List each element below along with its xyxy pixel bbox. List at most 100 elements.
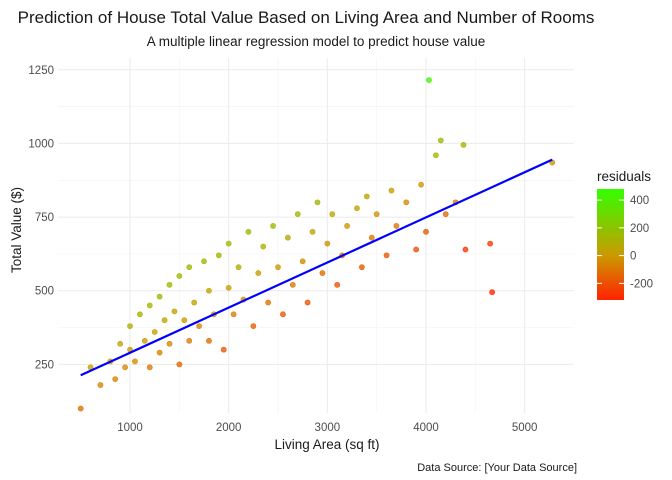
data-point bbox=[97, 382, 104, 388]
y-tick-label: 1000 bbox=[28, 138, 54, 150]
data-point bbox=[294, 211, 301, 218]
x-tick-label: 4000 bbox=[413, 422, 439, 434]
data-point bbox=[413, 246, 420, 253]
data-point bbox=[166, 340, 173, 347]
data-point bbox=[334, 281, 341, 288]
data-point bbox=[255, 270, 262, 276]
data-point bbox=[77, 405, 84, 412]
legend-tick-label: -200 bbox=[630, 278, 653, 290]
data-points bbox=[77, 77, 556, 412]
data-point bbox=[363, 193, 370, 200]
data-point bbox=[220, 346, 227, 353]
data-point bbox=[423, 228, 429, 235]
data-point bbox=[206, 287, 212, 294]
x-tick-label: 1000 bbox=[117, 422, 143, 434]
data-point bbox=[156, 293, 163, 300]
data-point bbox=[284, 234, 291, 241]
x-tick-label: 5000 bbox=[512, 422, 538, 434]
residuals-legend: residuals 400 200 0 -200 bbox=[597, 169, 653, 300]
data-point bbox=[260, 243, 267, 250]
data-point bbox=[309, 228, 316, 235]
data-point bbox=[196, 323, 202, 329]
data-point bbox=[403, 199, 410, 206]
data-point bbox=[270, 223, 276, 229]
data-point bbox=[265, 299, 272, 306]
x-tick-label: 2000 bbox=[216, 422, 242, 434]
grid-lines bbox=[58, 58, 574, 413]
data-point bbox=[171, 308, 178, 315]
legend-title: residuals bbox=[597, 169, 651, 184]
data-point bbox=[462, 246, 469, 253]
data-point bbox=[289, 281, 296, 288]
data-point bbox=[176, 361, 183, 368]
data-point bbox=[354, 205, 360, 212]
data-point bbox=[314, 199, 321, 206]
chart-subtitle: A multiple linear regression model to pr… bbox=[147, 34, 485, 49]
data-point bbox=[186, 264, 193, 271]
chart-title: Prediction of House Total Value Based on… bbox=[18, 8, 595, 27]
y-tick-label: 250 bbox=[35, 359, 54, 371]
data-point bbox=[151, 329, 158, 335]
legend-tick-label: 400 bbox=[630, 195, 649, 207]
data-point bbox=[388, 187, 395, 194]
x-axis-tick-labels: 1000 2000 3000 4000 5000 bbox=[117, 422, 537, 434]
data-point bbox=[280, 311, 286, 318]
y-axis-tick-labels: 250 500 750 1000 1250 bbox=[28, 65, 54, 372]
data-point bbox=[437, 137, 444, 144]
data-point bbox=[250, 323, 257, 329]
data-point bbox=[442, 211, 449, 218]
data-source-caption: Data Source: [Your Data Source] bbox=[417, 462, 577, 474]
data-point bbox=[206, 337, 212, 344]
data-point bbox=[393, 223, 400, 229]
data-point bbox=[215, 252, 222, 259]
plot-panel bbox=[58, 58, 574, 413]
y-tick-label: 1250 bbox=[28, 65, 54, 77]
y-tick-label: 750 bbox=[35, 212, 54, 224]
x-tick-label: 3000 bbox=[315, 422, 341, 434]
data-point bbox=[245, 228, 252, 235]
regression-line bbox=[80, 158, 553, 377]
data-point bbox=[460, 142, 467, 148]
data-point bbox=[186, 337, 193, 344]
legend-tick-labels: 400 200 0 -200 bbox=[597, 195, 653, 290]
data-point bbox=[324, 240, 331, 247]
data-point bbox=[299, 258, 306, 265]
data-point bbox=[487, 240, 494, 247]
y-axis-title: Total Value ($) bbox=[9, 187, 24, 273]
regression-line-layer bbox=[80, 158, 553, 377]
data-point bbox=[329, 211, 336, 218]
data-point bbox=[426, 77, 432, 83]
data-point bbox=[358, 264, 365, 271]
data-point bbox=[136, 311, 143, 318]
data-point bbox=[230, 311, 237, 318]
legend-tick-label: 200 bbox=[630, 223, 649, 235]
data-point bbox=[127, 323, 133, 329]
data-point bbox=[225, 240, 232, 247]
data-point bbox=[141, 337, 148, 344]
legend-color-bar bbox=[597, 189, 624, 300]
data-point bbox=[112, 376, 119, 383]
data-point bbox=[122, 364, 128, 371]
data-point bbox=[181, 317, 188, 324]
data-point bbox=[432, 152, 439, 159]
data-point bbox=[383, 252, 390, 259]
data-point bbox=[166, 281, 173, 288]
data-point bbox=[117, 340, 124, 347]
data-point bbox=[489, 289, 496, 296]
data-point bbox=[225, 284, 232, 291]
data-point bbox=[418, 181, 424, 188]
data-point bbox=[161, 317, 168, 324]
data-point bbox=[373, 211, 380, 218]
data-point bbox=[344, 223, 350, 229]
data-point bbox=[304, 299, 311, 306]
y-tick-label: 500 bbox=[35, 286, 54, 298]
data-point bbox=[156, 349, 163, 356]
data-point bbox=[275, 264, 281, 271]
data-point bbox=[368, 234, 375, 241]
data-point bbox=[176, 273, 183, 279]
data-point bbox=[201, 258, 207, 265]
legend-tick-label: 0 bbox=[630, 251, 636, 263]
x-axis-title: Living Area (sq ft) bbox=[274, 437, 379, 452]
data-point bbox=[191, 299, 198, 306]
